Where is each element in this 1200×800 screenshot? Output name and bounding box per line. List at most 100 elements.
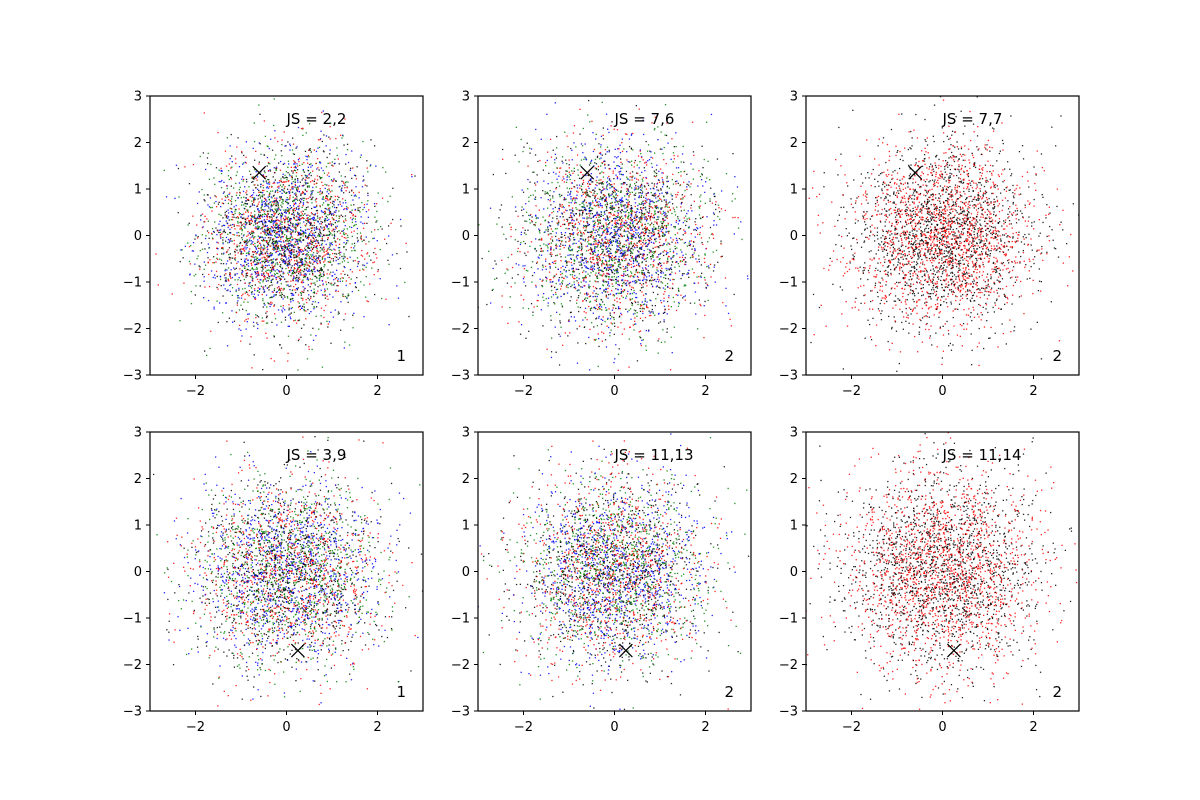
scatter-point — [264, 304, 266, 306]
scatter-point — [672, 239, 674, 241]
scatter-point — [307, 166, 309, 168]
scatter-point — [663, 196, 665, 198]
scatter-point — [280, 246, 282, 248]
scatter-point — [296, 263, 298, 265]
scatter-point — [260, 186, 262, 188]
scatter-point — [332, 218, 335, 220]
scatter-point — [300, 264, 303, 267]
scatter-point — [230, 262, 232, 264]
scatter-point — [302, 274, 305, 276]
scatter-point — [304, 287, 306, 290]
scatter-point — [397, 297, 400, 299]
scatter-point — [184, 245, 186, 247]
scatter-point — [281, 189, 283, 191]
scatter-point — [599, 198, 601, 200]
scatter-point — [243, 204, 245, 206]
scatter-point — [627, 290, 629, 293]
scatter-point — [322, 211, 324, 213]
scatter-point — [300, 226, 302, 229]
scatter-point — [296, 163, 298, 165]
scatter-point — [352, 214, 354, 216]
scatter-point — [549, 279, 551, 281]
scatter-point — [629, 161, 631, 163]
scatter-point — [240, 226, 242, 228]
scatter-point — [253, 122, 255, 124]
scatter-point — [277, 202, 279, 204]
scatter-point — [300, 260, 303, 262]
scatter-point — [207, 204, 209, 206]
scatter-point — [315, 255, 317, 257]
scatter-point — [306, 237, 308, 239]
scatter-point — [590, 266, 592, 268]
scatter-point — [296, 190, 298, 192]
scatter-point — [660, 252, 662, 254]
scatter-point — [307, 218, 309, 221]
scatter-point — [363, 204, 366, 206]
scatter-point — [545, 258, 547, 260]
scatter-point — [647, 235, 650, 237]
scatter-point — [251, 236, 253, 238]
scatter-point — [694, 249, 696, 251]
scatter-point — [691, 268, 694, 270]
scatter-point — [245, 255, 248, 257]
scatter-point — [296, 289, 298, 291]
scatter-point — [327, 189, 329, 191]
scatter-point — [266, 229, 268, 231]
scatter-point — [288, 262, 290, 264]
scatter-point — [252, 267, 254, 270]
scatter-point — [276, 197, 278, 199]
scatter-point — [297, 213, 299, 215]
scatter-point — [297, 272, 300, 275]
scatter-point — [238, 277, 240, 279]
scatter-point — [667, 206, 669, 208]
scatter-point — [307, 284, 309, 286]
scatter-point — [248, 290, 250, 292]
scatter-point — [705, 181, 707, 183]
scatter-point — [290, 267, 292, 269]
scatter-point — [256, 188, 259, 190]
scatter-point — [245, 244, 247, 247]
scatter-point — [258, 217, 260, 220]
scatter-point — [239, 228, 241, 230]
scatter-point — [264, 277, 266, 279]
scatter-point — [309, 172, 312, 174]
scatter-point — [254, 260, 256, 263]
scatter-point — [231, 287, 234, 289]
scatter-point — [254, 221, 256, 223]
scatter-point — [226, 194, 229, 196]
scatter-point — [329, 213, 331, 215]
scatter-point — [257, 203, 259, 205]
scatter-point — [288, 307, 290, 309]
scatter-point — [238, 225, 240, 227]
scatter-point — [310, 311, 312, 313]
scatter-point — [245, 261, 247, 263]
scatter-point — [346, 297, 348, 300]
scatter-point — [615, 255, 617, 258]
scatter-point — [302, 276, 305, 278]
scatter-point — [590, 202, 592, 204]
scatter-point — [317, 241, 319, 243]
scatter-point — [284, 244, 286, 246]
scatter-point — [556, 311, 558, 313]
scatter-point — [341, 137, 343, 139]
scatter-point — [242, 248, 244, 250]
scatter-point — [630, 234, 632, 236]
scatter-point — [381, 228, 383, 230]
scatter-point — [295, 230, 297, 232]
scatter-point — [280, 178, 282, 180]
scatter-point — [580, 235, 582, 237]
scatter-point — [385, 298, 387, 300]
scatter-point — [541, 280, 543, 282]
scatter-point — [360, 221, 362, 223]
scatter-point — [720, 208, 723, 210]
scatter-point — [586, 216, 588, 218]
scatter-point — [313, 183, 316, 185]
scatter-point — [641, 339, 643, 341]
scatter-point — [567, 254, 569, 256]
scatter-point — [589, 295, 592, 297]
scatter-point — [542, 216, 544, 218]
scatter-point — [266, 232, 268, 234]
scatter-point — [282, 271, 284, 273]
scatter-point — [274, 137, 276, 139]
scatter-point — [653, 252, 655, 254]
